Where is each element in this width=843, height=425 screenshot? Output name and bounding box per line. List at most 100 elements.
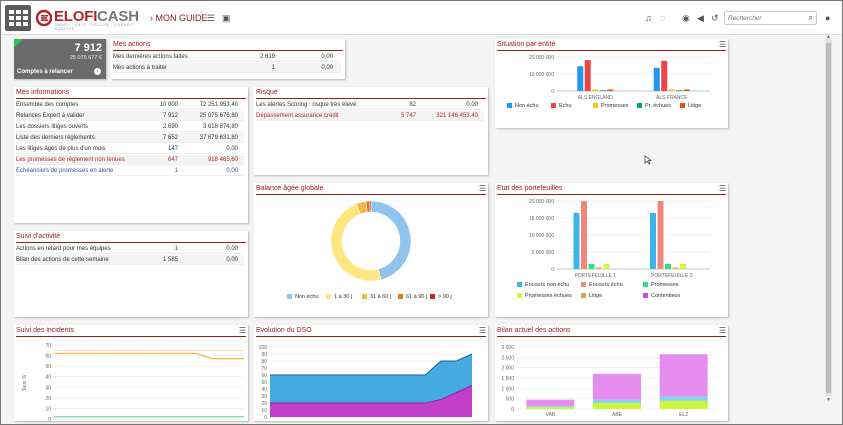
- save-icon[interactable]: ▣: [222, 13, 231, 23]
- scroll-down-icon[interactable]: ▼: [826, 397, 831, 403]
- user-icon[interactable]: ●: [825, 13, 831, 23]
- panel-menu-icon[interactable]: ☰: [478, 184, 486, 193]
- legend-swatch: [430, 294, 435, 299]
- stacked-bar-segment: [659, 396, 708, 401]
- legend-item[interactable]: 61 à 90 j: [398, 294, 427, 300]
- panel-menu-icon[interactable]: ☰: [718, 40, 726, 49]
- scroll-up-icon[interactable]: ▲: [826, 34, 831, 40]
- legend-item[interactable]: Litige: [581, 293, 602, 299]
- donut-slice: [369, 200, 372, 213]
- risk-row[interactable]: Les alertes Scoring : risque très élevé 8…: [256, 100, 484, 110]
- row-amount: 0,00: [226, 168, 238, 174]
- scrollbar[interactable]: [825, 39, 832, 396]
- bar: [577, 66, 584, 91]
- info-row[interactable]: Les promesses de règlement non tenues 647…: [16, 155, 244, 165]
- row-count: 7 652: [162, 135, 178, 141]
- chat-icon[interactable]: ◌: [660, 13, 666, 23]
- legend-label: Litige: [688, 103, 702, 109]
- y-tick-label: 2 000: [501, 366, 514, 372]
- legend-item[interactable]: Promesses: [643, 282, 679, 288]
- row-label[interactable]: Les promesses de règlement non tenues: [16, 157, 125, 163]
- y-tick-label: 20 000 000: [529, 55, 554, 61]
- row-label[interactable]: Liste des derniers règlements: [16, 135, 95, 141]
- legend-swatch: [326, 294, 331, 299]
- stacked-bar-segment: [659, 354, 708, 397]
- legend-item[interactable]: Promesses échues: [517, 293, 572, 299]
- panel-title: Situation par entité: [497, 41, 726, 51]
- row-amount: 0,00: [226, 246, 238, 252]
- legend-item[interactable]: Pr. échues: [637, 103, 671, 109]
- info-row[interactable]: Relances Expert à valider 7 912 25 075 676…: [16, 111, 244, 121]
- apps-grid-icon[interactable]: [5, 5, 31, 31]
- panel-title: Risque: [256, 89, 486, 99]
- logo[interactable]: ELOFICASH SMART · DATA · FOLLOW · CONNEC…: [36, 8, 146, 31]
- arrow-right-icon[interactable]: ›: [94, 68, 101, 75]
- scrollbar-thumb[interactable]: [826, 43, 831, 393]
- legend-item[interactable]: Echu: [551, 103, 572, 109]
- y-axis-label: Taux %: [22, 374, 28, 391]
- legend-item[interactable]: Encours échu: [581, 282, 623, 288]
- info-row[interactable]: Liste des derniers règlements 7 652 37 679…: [16, 133, 244, 143]
- activity-row[interactable]: Bilan des actions de cette semaine 1 585 0…: [16, 255, 244, 265]
- y-tick-label: 0: [48, 417, 51, 421]
- row-label[interactable]: Mes actions à traiter: [113, 65, 168, 71]
- breadcrumb[interactable]: › MON GUIDE: [150, 13, 208, 23]
- row-label[interactable]: Actions en retard pour mes équipes: [16, 246, 111, 252]
- bar: [588, 263, 595, 269]
- y-tick-label: 0: [264, 415, 267, 421]
- panel-menu-icon[interactable]: ☰: [718, 326, 726, 335]
- row-count: 1: [174, 246, 178, 252]
- legend-item[interactable]: Encours non échu: [517, 282, 569, 288]
- back-icon[interactable]: ◀: [697, 13, 704, 23]
- hamburger-icon[interactable]: ☰: [207, 13, 216, 23]
- legend-label: Promesses: [601, 103, 629, 109]
- y-tick-label: 10: [261, 408, 267, 414]
- history-icon[interactable]: ↺: [711, 13, 719, 23]
- info-row[interactable]: Ensemble des comptes 10 000 72 251 953,40: [16, 100, 244, 110]
- panel-menu-icon[interactable]: ☰: [718, 184, 726, 193]
- row-label[interactable]: Les litiges âgés de plus d'un mois: [16, 146, 106, 152]
- legend-item[interactable]: Non échu: [287, 294, 319, 300]
- info-row[interactable]: Les dossiers litiges ouverts 2 690 3 618 8…: [16, 122, 244, 132]
- bell-icon[interactable]: ♫: [645, 13, 652, 23]
- legend-item[interactable]: > 90 j: [430, 294, 452, 300]
- row-count: 2 690: [162, 124, 178, 130]
- row-label[interactable]: Dépassement assurance crédit: [256, 113, 339, 119]
- bar: [599, 90, 606, 91]
- panel-menu-icon[interactable]: ☰: [238, 326, 246, 335]
- legend-item[interactable]: Non échu: [507, 103, 539, 109]
- legend-item[interactable]: Promesses: [593, 103, 629, 109]
- row-count: 1: [271, 65, 275, 71]
- row-label[interactable]: Bilan des actions de cette semaine: [16, 257, 109, 263]
- search-input[interactable]: [725, 12, 801, 24]
- row-label[interactable]: Les dossiers litiges ouverts: [16, 124, 89, 130]
- search-box[interactable]: ⌕: [724, 11, 817, 25]
- y-tick-label: 10 000 000: [529, 72, 554, 78]
- panel-menu-icon[interactable]: ☰: [478, 326, 486, 335]
- panel-suivi-incidents: Suivi des incidents ☰ 0 10 20 30 40 50 60 70 Tau…: [14, 325, 248, 421]
- donut-slice: [330, 203, 382, 282]
- y-tick-label: 500: [506, 397, 515, 403]
- row-label[interactable]: Mes dernières actions faites: [113, 54, 188, 60]
- kpi-tile[interactable]: 7 912 25 075 677 € Comptes à relancer ›: [14, 39, 106, 79]
- info-row[interactable]: Echéanciers de promesses en alerte 1 0,00: [16, 166, 244, 176]
- row-label[interactable]: Relances Expert à valider: [16, 113, 85, 119]
- action-row[interactable]: Mes actions à traiter 1 0,00: [113, 63, 341, 73]
- risk-row[interactable]: Dépassement assurance crédit 5 747 321 146…: [256, 111, 484, 121]
- dso-area: [270, 385, 472, 417]
- record-icon[interactable]: ◉: [682, 13, 690, 23]
- legend-item[interactable]: 31 à 60 j: [362, 294, 391, 300]
- action-row[interactable]: Mes dernières actions faites 2 619 0,00: [113, 52, 341, 62]
- info-row[interactable]: Les litiges âgés de plus d'un mois 147 0,0…: [16, 144, 244, 154]
- row-label[interactable]: Ensemble des comptes: [16, 102, 79, 108]
- legend-item[interactable]: Contentieux: [643, 293, 680, 299]
- search-icon[interactable]: ⌕: [808, 13, 813, 22]
- activity-row[interactable]: Actions en retard pour mes équipes 1 0,00: [16, 244, 244, 254]
- legend-item[interactable]: Litige: [680, 103, 701, 109]
- row-label[interactable]: Echéanciers de promesses en alerte: [16, 168, 114, 174]
- row-label[interactable]: Les alertes Scoring : risque très élevé: [256, 102, 357, 108]
- legend-item[interactable]: 1 à 30 j: [326, 294, 352, 300]
- row-count: 7 912: [162, 113, 178, 119]
- legend-swatch: [551, 103, 556, 108]
